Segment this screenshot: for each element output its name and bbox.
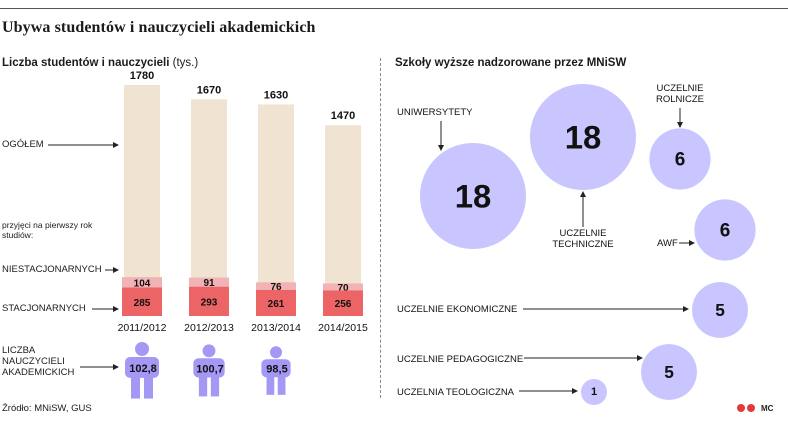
top-rule bbox=[0, 8, 788, 9]
bar-part-time-label: 104 bbox=[134, 278, 151, 289]
teacher-value: 100,7 bbox=[196, 363, 224, 375]
bar-total-label: 1630 bbox=[264, 89, 288, 101]
left-panel-unit: (tys.) bbox=[172, 57, 199, 69]
teacher-icon bbox=[193, 344, 225, 397]
right-panel-title: Szkoły wyższe nadzorowane przez MNiSW bbox=[395, 57, 627, 69]
bar-full-time bbox=[256, 289, 296, 316]
teacher-head bbox=[269, 346, 283, 359]
bubble bbox=[649, 128, 711, 190]
label-teachers: LICZBA NAUCZYCIELI AKADEMICKICH bbox=[2, 345, 75, 378]
bubble-label: UCZELNIA TEOLOGICZNA bbox=[397, 387, 515, 398]
teacher-leg-left bbox=[266, 374, 275, 395]
bubble-value: 18 bbox=[455, 178, 492, 215]
bar-part-time-label: 91 bbox=[203, 278, 215, 289]
bar-part-time bbox=[256, 282, 296, 290]
left-panel-title-text: Liczba studentów i nauczycieli bbox=[2, 57, 170, 69]
panel-divider bbox=[380, 58, 381, 398]
bar-total bbox=[258, 104, 294, 316]
bubble bbox=[641, 344, 697, 400]
teacher-body bbox=[261, 359, 291, 378]
bubble bbox=[694, 199, 756, 261]
bubble-value: 5 bbox=[715, 300, 725, 320]
left-chart: 1780 104 285 2011/2012 102,8 1670 91 293 2012/20… bbox=[48, 70, 368, 399]
bubble-label-line-1: UCZELNIE bbox=[560, 228, 607, 239]
source-note: Źródło: MNiSW, GUS bbox=[2, 403, 92, 414]
bubble bbox=[420, 143, 526, 249]
teacher-leg-right bbox=[277, 374, 286, 395]
teacher-value: 98,5 bbox=[266, 364, 287, 376]
teacher-leg-right bbox=[210, 374, 220, 397]
teacher-value: 102,8 bbox=[129, 363, 157, 375]
category-label: 2013/2014 bbox=[251, 322, 301, 334]
bubble-value: 6 bbox=[720, 221, 731, 242]
bar-part-time-label: 76 bbox=[270, 282, 282, 293]
bubble-label: UNIWERSYTETY bbox=[397, 107, 473, 118]
bar-total-label: 1670 bbox=[197, 84, 221, 96]
label-full-time: STACJONARNYCH bbox=[2, 303, 86, 314]
bar-full-time bbox=[323, 290, 363, 316]
bubble bbox=[581, 379, 607, 405]
bubble-value: 5 bbox=[664, 362, 674, 382]
teacher-head bbox=[135, 342, 149, 356]
logo-text: MC bbox=[761, 404, 774, 413]
bubble-chart: 18UNIWERSYTETY18UCZELNIETECHNICZNE6UCZEL… bbox=[397, 83, 756, 405]
bubble-value: 6 bbox=[675, 150, 686, 171]
bubble-value: 18 bbox=[565, 119, 602, 156]
bar-full-time-label: 293 bbox=[201, 297, 218, 308]
teacher-leg-left bbox=[131, 375, 140, 399]
bar-part-time bbox=[122, 277, 162, 288]
bar-part-time-label: 70 bbox=[337, 283, 349, 294]
teacher-head bbox=[202, 344, 216, 358]
label-total: OGÓŁEM bbox=[2, 139, 44, 150]
bar-full-time-label: 256 bbox=[335, 299, 352, 310]
bubble bbox=[692, 282, 748, 338]
bubble-label-line-2: ROLNICZE bbox=[656, 94, 704, 105]
left-panel-title: Liczba studentów i nauczycieli (tys.) bbox=[2, 57, 198, 69]
bubble-label: UCZELNIE EKONOMICZNE bbox=[397, 304, 517, 315]
category-label: 2012/2013 bbox=[184, 322, 234, 334]
bar-full-time bbox=[189, 286, 229, 316]
bubble-label-line-1: UCZELNIE bbox=[657, 83, 704, 94]
bubble bbox=[530, 84, 636, 190]
bar-part-time bbox=[189, 277, 229, 287]
category-label: 2011/2012 bbox=[118, 322, 167, 334]
bubble-label: UCZELNIE PEDAGOGICZNE bbox=[397, 354, 523, 365]
teacher-leg-right bbox=[144, 375, 153, 399]
bubble-label-line-2: TECHNICZNE bbox=[552, 239, 613, 250]
bubble-value: 1 bbox=[591, 386, 597, 398]
bar-total-label: 1470 bbox=[331, 110, 355, 122]
label-part-time: NIESTACJONARNYCH bbox=[2, 264, 102, 275]
category-label: 2014/2015 bbox=[318, 322, 368, 334]
teacher-body bbox=[193, 358, 225, 378]
bubble-label: AWF bbox=[657, 238, 678, 249]
bar-part-time bbox=[323, 283, 363, 291]
bar-full-time bbox=[122, 287, 162, 316]
teacher-icon bbox=[125, 342, 159, 399]
logo-dot-1 bbox=[737, 404, 745, 412]
logo: MC bbox=[737, 404, 774, 413]
bar-full-time-label: 261 bbox=[268, 299, 285, 310]
teacher-leg-left bbox=[198, 374, 208, 397]
teacher-body bbox=[125, 357, 159, 378]
logo-dot-2 bbox=[747, 404, 755, 412]
bar-full-time-label: 285 bbox=[134, 298, 151, 309]
label-first-year: przyjęci na pierwszy rok studiów: bbox=[2, 220, 93, 240]
page-title: Ubywa studentów i nauczycieli akademicki… bbox=[2, 19, 316, 36]
bar-total-label: 1780 bbox=[130, 70, 154, 82]
teacher-icon bbox=[261, 346, 291, 395]
